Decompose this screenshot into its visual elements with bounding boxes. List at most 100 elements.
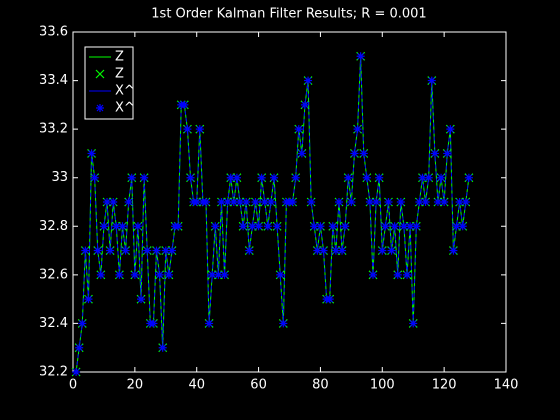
x-tick-label: 20 bbox=[127, 378, 144, 393]
data-marker bbox=[133, 222, 142, 231]
star-shape bbox=[121, 246, 130, 255]
star-shape bbox=[236, 198, 245, 206]
star-shape bbox=[109, 198, 118, 206]
x-tick-label: 40 bbox=[188, 378, 205, 393]
data-marker bbox=[307, 198, 316, 206]
data-marker bbox=[458, 222, 467, 231]
star-shape bbox=[251, 198, 260, 206]
data-marker bbox=[273, 222, 282, 231]
data-marker bbox=[149, 319, 158, 328]
star-shape bbox=[248, 222, 257, 231]
star-shape bbox=[396, 198, 405, 206]
data-marker bbox=[461, 198, 470, 206]
star-shape bbox=[75, 343, 84, 352]
data-marker bbox=[427, 76, 436, 85]
star-shape bbox=[152, 246, 161, 255]
data-marker bbox=[174, 222, 183, 231]
star-shape bbox=[421, 198, 430, 206]
data-marker bbox=[350, 149, 359, 158]
data-marker bbox=[362, 173, 371, 182]
data-marker bbox=[403, 270, 412, 279]
data-marker bbox=[300, 100, 309, 109]
star-shape bbox=[155, 270, 164, 279]
data-marker bbox=[254, 222, 263, 231]
data-marker bbox=[328, 222, 337, 231]
star-shape bbox=[214, 270, 223, 279]
data-marker bbox=[297, 149, 306, 158]
star-shape bbox=[149, 319, 158, 328]
star-shape bbox=[430, 149, 439, 158]
data-marker bbox=[446, 125, 455, 134]
star-shape bbox=[356, 52, 365, 61]
star-shape bbox=[409, 319, 418, 328]
data-marker bbox=[452, 222, 461, 231]
x-tick-label: 60 bbox=[250, 378, 267, 393]
star-shape bbox=[260, 198, 269, 206]
star-shape bbox=[325, 295, 334, 304]
data-marker bbox=[192, 198, 201, 206]
legend-label: X^ bbox=[115, 101, 135, 116]
data-marker bbox=[103, 198, 112, 206]
data-marker bbox=[186, 173, 195, 182]
star-shape bbox=[300, 100, 309, 109]
data-marker bbox=[93, 246, 102, 255]
legend-marker bbox=[95, 69, 105, 79]
data-marker bbox=[81, 246, 90, 255]
star-shape bbox=[205, 319, 214, 328]
data-marker bbox=[130, 270, 139, 279]
data-marker bbox=[294, 125, 303, 134]
star-shape bbox=[208, 270, 217, 279]
data-marker bbox=[412, 222, 421, 231]
data-marker bbox=[316, 222, 325, 231]
data-marker bbox=[464, 173, 473, 182]
data-marker bbox=[232, 173, 241, 182]
star-shape bbox=[341, 222, 350, 231]
data-marker bbox=[195, 125, 204, 134]
star-shape bbox=[319, 246, 328, 255]
star-shape bbox=[133, 222, 142, 231]
data-marker bbox=[106, 246, 115, 255]
star-shape bbox=[297, 149, 306, 158]
star-shape bbox=[180, 100, 189, 109]
y-tick-label: 33.4 bbox=[39, 73, 68, 88]
star-shape bbox=[93, 246, 102, 255]
data-marker bbox=[440, 198, 449, 206]
data-marker bbox=[124, 198, 133, 206]
star-shape bbox=[399, 222, 408, 231]
data-marker bbox=[288, 198, 297, 206]
data-marker bbox=[443, 149, 452, 158]
star-shape bbox=[412, 222, 421, 231]
star-shape bbox=[90, 173, 99, 182]
data-marker bbox=[313, 246, 322, 255]
star-shape bbox=[291, 173, 300, 182]
star-shape bbox=[137, 295, 146, 304]
data-marker bbox=[325, 295, 334, 304]
star-shape bbox=[347, 198, 356, 206]
star-shape bbox=[393, 270, 402, 279]
star-shape bbox=[106, 246, 115, 255]
data-marker bbox=[433, 198, 442, 206]
star-shape bbox=[266, 198, 275, 206]
data-marker bbox=[127, 173, 136, 182]
star-shape bbox=[350, 149, 359, 158]
y-tick-label: 32.8 bbox=[39, 219, 68, 234]
data-marker bbox=[393, 270, 402, 279]
data-marker bbox=[347, 198, 356, 206]
star-shape bbox=[458, 222, 467, 231]
data-marker bbox=[378, 246, 387, 255]
data-marker bbox=[239, 222, 248, 231]
star-shape bbox=[446, 125, 455, 134]
star-shape bbox=[387, 246, 396, 255]
data-marker bbox=[437, 173, 446, 182]
data-marker bbox=[211, 222, 220, 231]
star-shape bbox=[384, 198, 393, 206]
data-marker bbox=[409, 319, 418, 328]
star-shape bbox=[313, 246, 322, 255]
data-marker bbox=[143, 246, 152, 255]
data-marker bbox=[372, 198, 381, 206]
data-marker bbox=[251, 198, 260, 206]
data-marker bbox=[229, 198, 238, 206]
data-marker bbox=[341, 222, 350, 231]
data-marker bbox=[112, 222, 121, 231]
